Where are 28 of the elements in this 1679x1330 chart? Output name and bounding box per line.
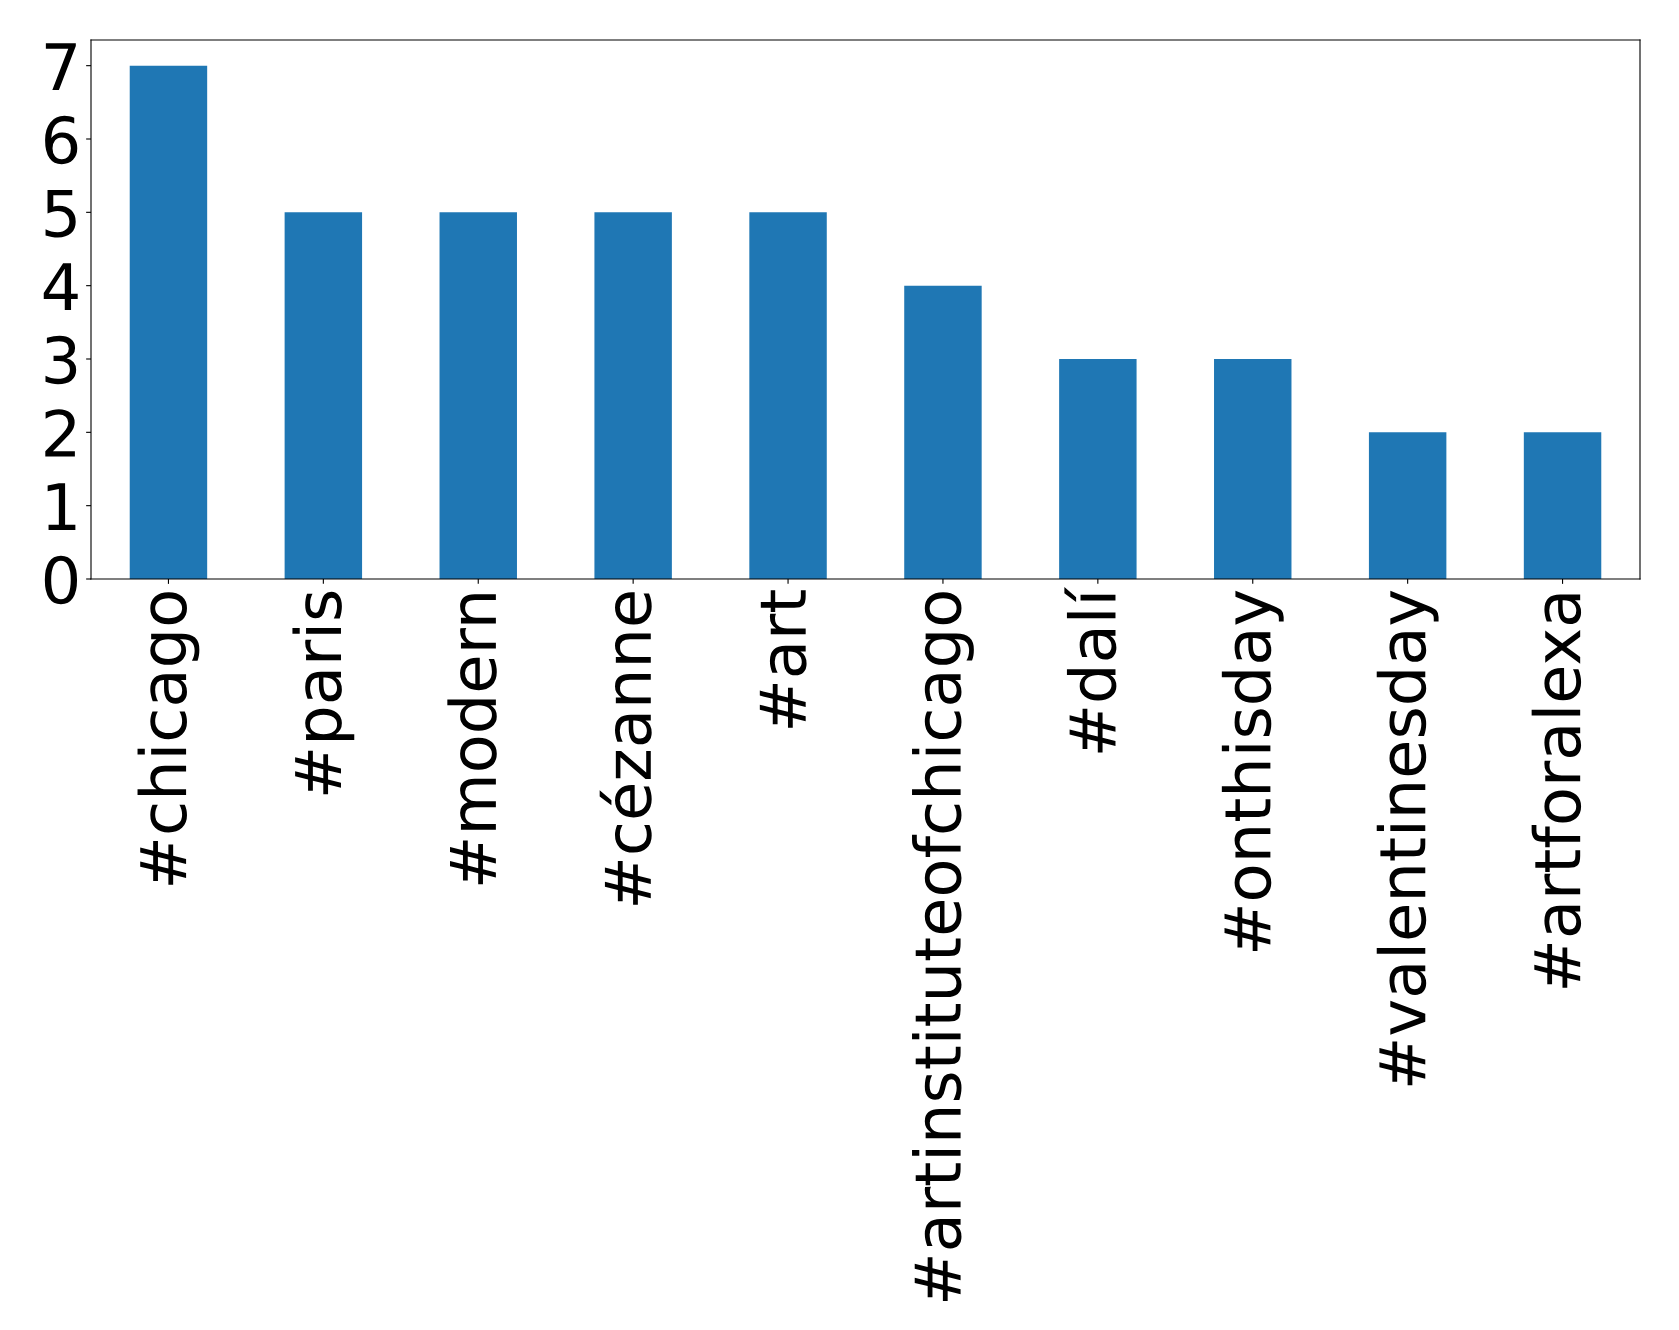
x-tick-label: #onthisday <box>1221 590 1284 951</box>
bar <box>1059 359 1137 579</box>
y-tick-label: 3 <box>45 335 77 385</box>
x-tick-label: #paris <box>292 591 355 795</box>
bar <box>1368 432 1447 579</box>
bar <box>439 212 517 579</box>
bar <box>1214 359 1292 579</box>
y-tick-label: 7 <box>45 43 76 90</box>
y-tick-label: 2 <box>45 409 75 457</box>
y-tick-label: 6 <box>45 115 78 165</box>
x-tick-label: #dalí <box>1064 587 1117 753</box>
bar <box>284 212 363 579</box>
y-tick-label: 5 <box>45 190 76 238</box>
x-tick-label: #modern <box>447 594 497 885</box>
bar <box>1523 432 1602 579</box>
x-tick-label: #artforalexa <box>1531 594 1582 988</box>
y-tick-label: 4 <box>43 263 78 310</box>
bar <box>904 285 982 579</box>
bar <box>749 212 827 579</box>
y-tick-label: 1 <box>47 483 76 530</box>
bar <box>129 65 208 579</box>
x-tick-label: #art <box>759 590 807 728</box>
x-tick-label: #cézanne <box>599 592 652 905</box>
x-tick-label: #chicago <box>137 592 200 885</box>
y-tick-label: 0 <box>44 555 78 605</box>
bar <box>594 212 672 579</box>
x-tick-label: #valentinesday <box>1376 590 1439 1086</box>
x-tick-label: #artinstituteofchicago <box>912 592 974 1301</box>
